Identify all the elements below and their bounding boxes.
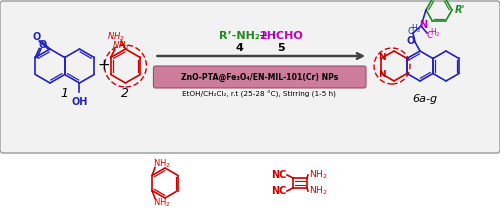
Text: NC: NC <box>270 186 286 196</box>
Text: NH$_2$: NH$_2$ <box>106 31 124 43</box>
Text: EtOH/CH₂Cl₂, r.t (25-28 °C), Stirring (1-5 h): EtOH/CH₂Cl₂, r.t (25-28 °C), Stirring (1… <box>182 90 336 98</box>
Text: H$_2$: H$_2$ <box>430 27 440 39</box>
FancyBboxPatch shape <box>154 66 366 88</box>
Text: R’-NH₂: R’-NH₂ <box>219 31 260 41</box>
Text: ZnO-PTA@Fe₃O₄/EN-MIL-101(Cr) NPs: ZnO-PTA@Fe₃O₄/EN-MIL-101(Cr) NPs <box>180 72 338 82</box>
Text: +: + <box>97 58 110 73</box>
Text: NH$_2$: NH$_2$ <box>309 169 328 181</box>
Text: C: C <box>426 31 432 39</box>
Text: O: O <box>38 39 46 49</box>
Text: 6a-g: 6a-g <box>412 94 438 104</box>
Text: NC: NC <box>270 170 286 180</box>
Text: H$_2$: H$_2$ <box>410 23 422 35</box>
Text: NH$_2$: NH$_2$ <box>112 39 130 52</box>
Text: N: N <box>378 53 386 62</box>
Text: OH: OH <box>72 97 88 107</box>
Text: NH$_2$: NH$_2$ <box>309 185 328 197</box>
Text: R': R' <box>455 5 466 15</box>
Text: 5: 5 <box>278 43 285 53</box>
FancyBboxPatch shape <box>0 1 500 153</box>
Text: +: + <box>258 31 268 41</box>
Text: 2: 2 <box>122 87 130 100</box>
Text: NH$_2$: NH$_2$ <box>153 157 171 170</box>
Text: N: N <box>378 70 386 79</box>
Text: 1: 1 <box>60 87 68 100</box>
Text: 2HCHO: 2HCHO <box>260 31 303 41</box>
Text: O: O <box>33 32 41 42</box>
Text: C: C <box>407 27 413 36</box>
Text: 4: 4 <box>236 43 243 53</box>
Text: NH$_2$: NH$_2$ <box>153 196 171 209</box>
Text: O: O <box>407 36 415 46</box>
Text: N: N <box>419 20 427 30</box>
